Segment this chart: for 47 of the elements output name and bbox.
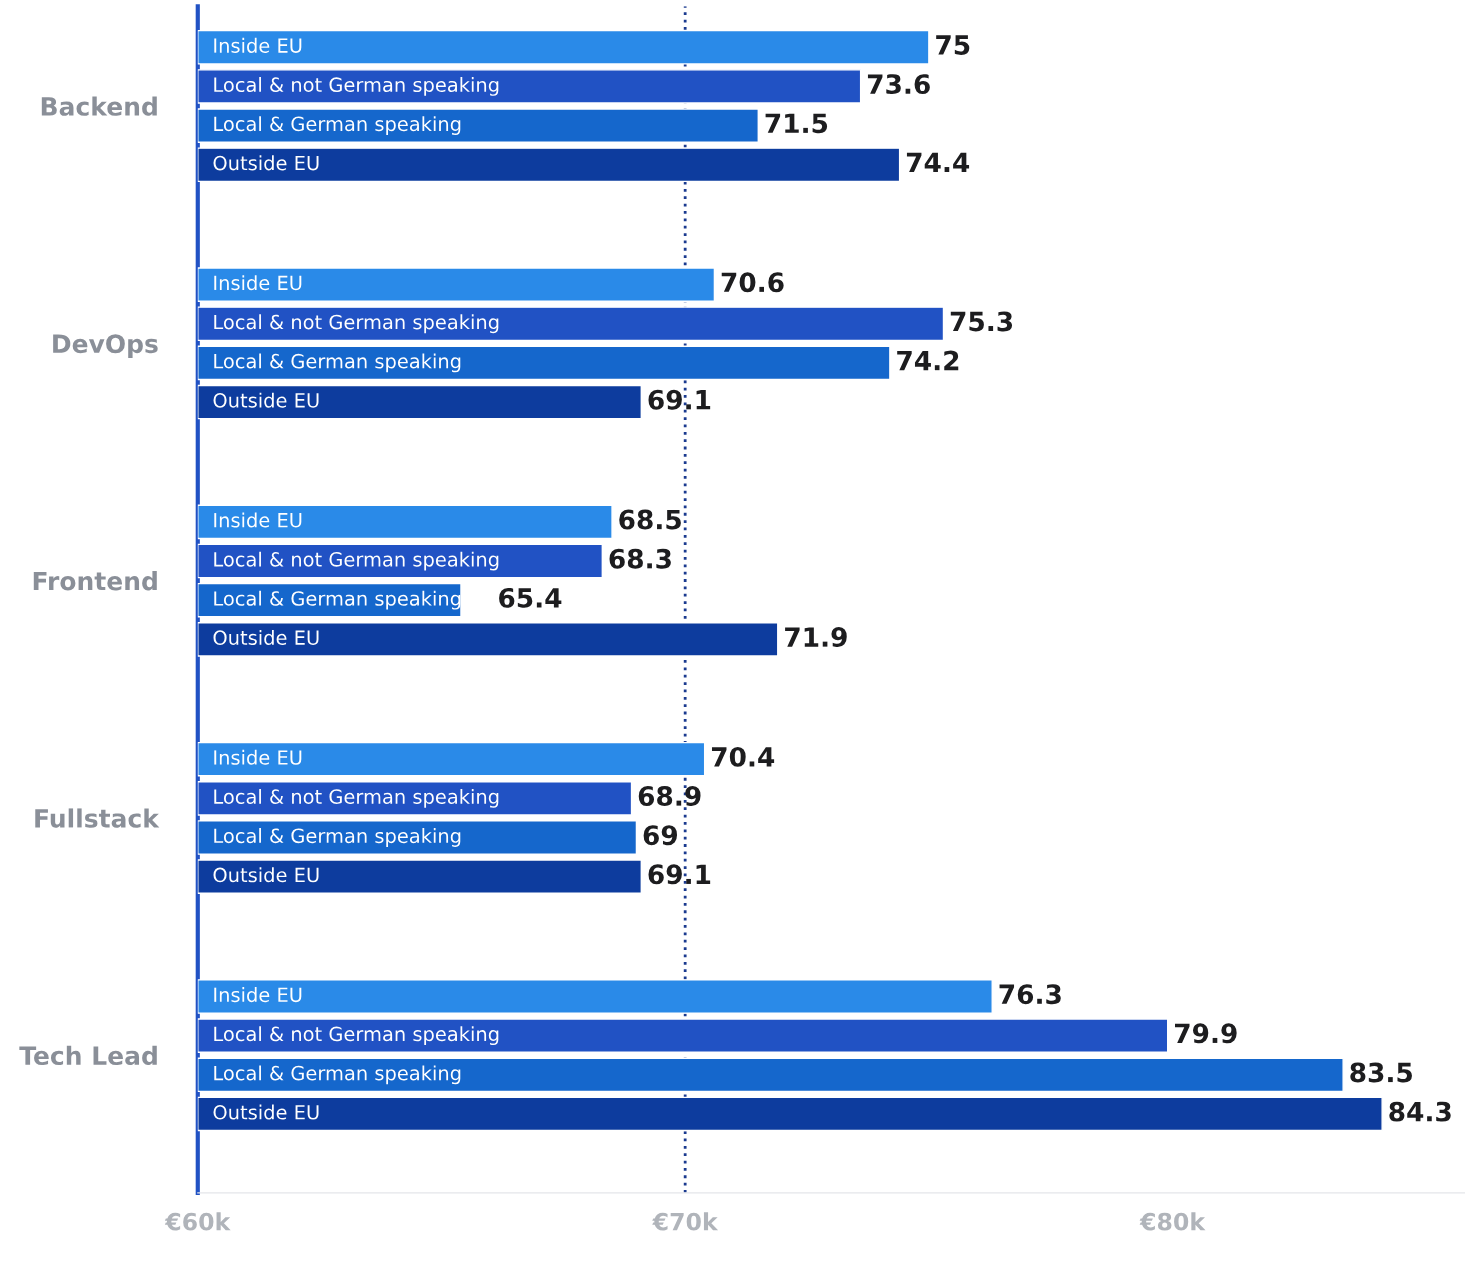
text: Local & not German speaking [214,314,499,334]
text: Inside EU [214,987,302,1003]
y-tick-label: Backend [41,96,157,116]
data-label: 69.1 [648,389,711,410]
text: Inside EU [214,275,302,291]
y-tick-label: Tech Lead [19,1045,157,1066]
data-label: 68.3 [609,548,671,569]
data-label: 73.6 [867,74,930,95]
y-tick-label: Frontend [33,571,157,591]
data-label: 65.4 [499,587,562,608]
data-label: 70.4 [711,746,775,767]
series-label: Local & not German speaking [214,551,499,571]
text: Local & not German speaking [214,77,499,96]
data-label: 74.4 [906,152,970,173]
data-label: 71.9 [785,627,847,648]
text: Inside EU [214,37,302,53]
text: Local & German speaking [214,828,461,847]
y-tick-label: DevOps [53,334,158,359]
text: Local & German speaking [214,116,461,135]
data-label: 75 [936,35,970,55]
data-label: 68.9 [638,786,701,806]
data-label: 79.9 [1175,1023,1237,1044]
text: Local & German speaking [214,1065,461,1085]
text: Outside EU [213,629,319,645]
text: Inside EU [214,512,302,528]
data-label: 69 [643,825,678,846]
data-label: 71.5 [765,113,828,134]
data-label: 74.2 [897,350,959,371]
data-label: 69.1 [648,864,711,885]
text: Outside EU [213,867,319,883]
text: Outside EU [213,155,319,171]
text: Local & not German speaking [214,788,499,808]
data-label: 75.3 [950,311,1013,332]
series-label: Inside EU [214,749,302,765]
y-tick-label: Fullstack [35,808,160,828]
text: Local & not German speaking [214,1026,499,1046]
data-label: 68.5 [619,509,681,530]
data-label: 70.6 [721,272,784,293]
text: Outside EU [213,1104,319,1120]
text: Local & German speaking [214,353,461,373]
x-tick-label: €60k [164,1212,231,1231]
x-tick-label: €70k [652,1212,719,1231]
data-label: 83.5 [1350,1062,1412,1083]
x-tick-label: €80k [1139,1212,1206,1231]
data-label: 76.3 [999,984,1061,1005]
series-label: Outside EU [213,392,319,408]
data-label: 84.3 [1389,1101,1451,1122]
